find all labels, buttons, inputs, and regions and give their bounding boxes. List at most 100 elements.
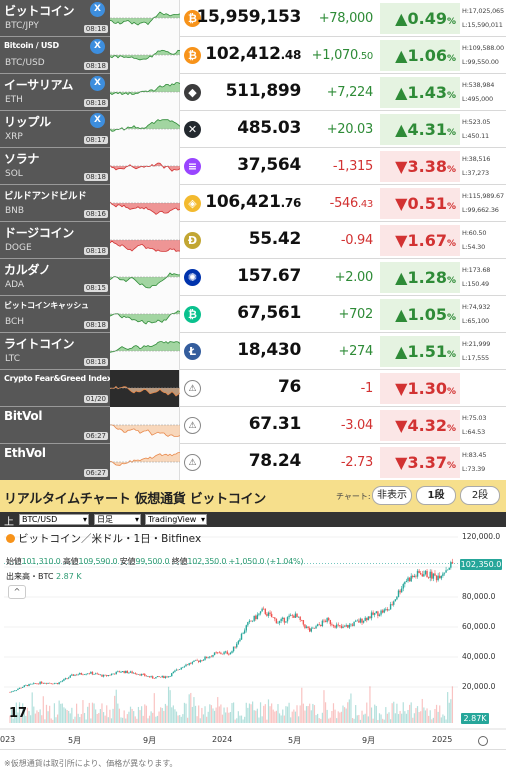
chart-alert-icon[interactable]: ⚠ bbox=[184, 417, 201, 434]
high-value: H:109,588.00 bbox=[462, 44, 504, 52]
coin-name-cell[interactable]: Bitcoin / USD BTC/USD X 08:18 bbox=[0, 37, 110, 74]
quote-row[interactable]: ビットコイン BTC/JPY X 08:18 ₿ 15,959,153 +78,000 ▲0.… bbox=[0, 0, 506, 37]
high-value: H:115,989.67 bbox=[462, 192, 504, 200]
candle-body bbox=[316, 624, 319, 627]
quote-row[interactable]: ビットコインキャッシュ BCH 08:18 ₿ 67,561 +702 ▲1.05% H:74… bbox=[0, 296, 506, 333]
candle-body bbox=[180, 667, 182, 670]
volume-bar bbox=[114, 695, 116, 723]
coin-name-cell[interactable]: Crypto Fear&Greed Index 01/20 bbox=[0, 370, 112, 407]
coin-name-cell[interactable]: ビルドアンドビルド BNB 08:16 bbox=[0, 185, 110, 222]
mini-chart[interactable] bbox=[110, 111, 180, 148]
volume-bar bbox=[155, 716, 157, 723]
quote-row[interactable]: イーサリアム ETH X 08:18 ◆ 511,899 +7,224 ▲1.43% H:538… bbox=[0, 74, 506, 111]
bnb-icon: ◈ bbox=[184, 195, 201, 212]
volume-bar bbox=[45, 704, 48, 723]
quote-row[interactable]: リップル XRP X 08:17 ✕ 485.03 +20.03 ▲4.31% H:523.05… bbox=[0, 111, 506, 148]
coin-name-cell[interactable]: ドージコイン DOGE 08:18 bbox=[0, 222, 110, 259]
quote-row[interactable]: ソラナ SOL 08:18 ≡ 37,564 -1,315 ▼3.38% H:38,516 L:… bbox=[0, 148, 506, 185]
coin-symbol: SOL bbox=[5, 169, 23, 179]
x-share-icon[interactable]: X bbox=[90, 2, 105, 17]
candle-body bbox=[321, 620, 324, 626]
mini-chart[interactable] bbox=[110, 0, 180, 37]
settings-icon[interactable] bbox=[478, 736, 488, 746]
candle-body bbox=[196, 660, 198, 661]
price-dec: .76 bbox=[280, 196, 302, 210]
one-row-button[interactable]: 1段 bbox=[416, 486, 456, 505]
candle-body bbox=[283, 617, 286, 623]
price: 18,430 bbox=[237, 340, 301, 360]
candle-body bbox=[41, 681, 43, 684]
sparkline bbox=[110, 119, 180, 132]
volume-bar bbox=[442, 714, 444, 723]
change-int: -1 bbox=[360, 381, 374, 396]
volume-bar bbox=[128, 711, 130, 723]
coin-name-cell[interactable]: ソラナ SOL 08:18 bbox=[0, 148, 110, 185]
quote-row[interactable]: EthVol 06:27 ⚠ 78.24 -2.73 ▼3.37% H:83.45 L:73.… bbox=[0, 444, 506, 481]
collapse-legend-button[interactable]: ^ bbox=[8, 585, 26, 599]
hide-chart-button[interactable]: 非表示 bbox=[372, 486, 412, 505]
two-row-button[interactable]: 2段 bbox=[460, 486, 500, 505]
coin-name-cell[interactable]: BitVol 06:27 bbox=[0, 407, 110, 444]
change: -1 bbox=[360, 381, 374, 396]
candle-body bbox=[255, 615, 257, 620]
volume-bar bbox=[147, 718, 149, 723]
interval-select[interactable]: 日足 bbox=[94, 514, 141, 525]
candle-body bbox=[378, 614, 381, 616]
volume-bar bbox=[380, 714, 382, 723]
coin-name-cell[interactable]: イーサリアム ETH X 08:18 bbox=[0, 74, 110, 111]
mini-chart[interactable] bbox=[110, 222, 180, 259]
volume-bar bbox=[152, 712, 154, 723]
mini-chart[interactable] bbox=[110, 259, 180, 296]
quote-row[interactable]: Bitcoin / USD BTC/USD X 08:18 ₿ 102,412.48 +1,… bbox=[0, 37, 506, 74]
x-share-icon[interactable]: X bbox=[90, 39, 105, 54]
provider-select[interactable]: TradingView bbox=[145, 514, 207, 525]
coin-name-cell[interactable]: ビットコインキャッシュ BCH 08:18 bbox=[0, 296, 110, 333]
sparkline-area bbox=[110, 163, 180, 172]
mini-chart[interactable] bbox=[110, 37, 180, 74]
coin-name-cell[interactable]: ライトコイン LTC 08:18 bbox=[0, 333, 110, 370]
volume-bar bbox=[174, 709, 176, 723]
tradingview-chart[interactable]: ビットコイン／米ドル・1日・Bitfinex 始値101,310.0 高値109… bbox=[0, 527, 506, 750]
sparkline bbox=[110, 201, 180, 215]
volume-bar bbox=[175, 711, 178, 723]
coin-name-cell[interactable]: リップル XRP X 08:17 bbox=[0, 111, 110, 148]
x-share-icon[interactable]: X bbox=[90, 76, 105, 91]
high-value: H:75.03 bbox=[462, 414, 487, 422]
coin-name-cell[interactable]: カルダノ ADA 08:15 bbox=[0, 259, 110, 296]
quote-row[interactable]: ビルドアンドビルド BNB 08:16 ◈ 106,421.76 -546.43 ▼0.51… bbox=[0, 185, 506, 222]
coin-name-cell[interactable]: EthVol 06:27 bbox=[0, 444, 110, 481]
quote-row[interactable]: カルダノ ADA 08:15 ✺ 157.67 +2.00 ▲1.28% H:173.68 L:… bbox=[0, 259, 506, 296]
mini-chart[interactable] bbox=[110, 407, 180, 444]
mini-chart[interactable] bbox=[110, 74, 180, 111]
mini-chart[interactable] bbox=[110, 185, 180, 222]
volume-bar bbox=[69, 713, 71, 723]
quote-row[interactable]: Crypto Fear&Greed Index 01/20 ⚠ 76 -1 ▼1.30% bbox=[0, 370, 506, 407]
candle-body bbox=[150, 676, 152, 678]
x-share-icon[interactable]: X bbox=[90, 113, 105, 128]
volume-bar bbox=[204, 706, 206, 723]
volume-bar bbox=[305, 706, 308, 723]
pair-select[interactable]: BTC/USD bbox=[19, 514, 89, 525]
mini-chart[interactable] bbox=[110, 333, 180, 370]
volume-bar bbox=[429, 710, 431, 723]
candle-body bbox=[418, 570, 420, 573]
tradingview-logo[interactable]: 17 bbox=[9, 706, 28, 721]
candle-body bbox=[229, 652, 232, 655]
mini-chart[interactable] bbox=[110, 444, 180, 481]
price: 157.67 bbox=[237, 266, 301, 286]
quote-row[interactable]: ドージコイン DOGE 08:18 Ð 55.42 -0.94 ▼1.67% H:60.50 L… bbox=[0, 222, 506, 259]
chart-alert-icon[interactable]: ⚠ bbox=[184, 380, 201, 397]
mini-chart[interactable] bbox=[110, 370, 180, 407]
candle-body bbox=[247, 622, 249, 626]
coin-name-cell[interactable]: ビットコイン BTC/JPY X 08:18 bbox=[0, 0, 110, 37]
candle-body bbox=[159, 676, 162, 678]
mini-chart[interactable] bbox=[110, 148, 180, 185]
percent-value: 1.06 bbox=[407, 46, 447, 65]
quote-row[interactable]: ライトコイン LTC 08:18 Ł 18,430 +274 ▲1.51% H:21,999 L… bbox=[0, 333, 506, 370]
chart-alert-icon[interactable]: ⚠ bbox=[184, 454, 201, 471]
mini-chart[interactable] bbox=[110, 296, 180, 333]
quote-row[interactable]: BitVol 06:27 ⚠ 67.31 -3.04 ▼4.32% H:75.03 L:64.… bbox=[0, 407, 506, 444]
candle-body bbox=[435, 575, 438, 581]
volume-bar bbox=[407, 709, 409, 723]
candle-body bbox=[400, 588, 403, 593]
